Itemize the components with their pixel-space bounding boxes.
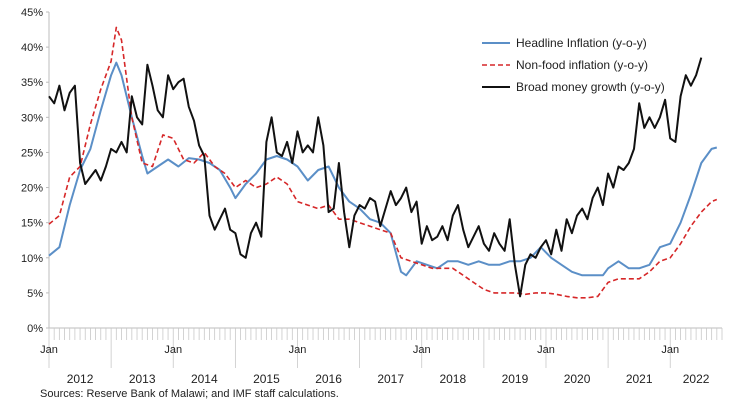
- broad-money-growth-line: [48, 57, 703, 298]
- y-tick-label: 5%: [27, 288, 43, 300]
- y-tick-label: 20%: [21, 183, 43, 195]
- y-tick-label: 25%: [21, 147, 43, 159]
- legend-label: Headline Inflation (y-o-y): [516, 36, 647, 50]
- y-tick-label: 40%: [21, 42, 43, 54]
- x-month-label: Jan: [40, 344, 58, 356]
- source-note: Sources: Reserve Bank of Malawi; and IMF…: [40, 388, 339, 400]
- y-tick-label: 35%: [21, 77, 43, 89]
- x-year-label: 2017: [377, 372, 404, 386]
- x-year-label: 2019: [502, 372, 529, 386]
- x-year-label: 2022: [683, 372, 710, 386]
- x-year-label: 2013: [129, 372, 156, 386]
- x-month-label: Jan: [661, 344, 679, 356]
- legend-broad-money-growth: Broad money growth (y-o-y): [482, 80, 665, 94]
- x-year-label: 2016: [315, 372, 342, 386]
- y-tick-label: 30%: [21, 112, 43, 124]
- y-tick-label: 10%: [21, 253, 43, 265]
- x-year-label: 2018: [439, 372, 466, 386]
- x-month-label: Jan: [413, 344, 431, 356]
- x-month-label: Jan: [164, 344, 182, 356]
- x-year-label: 2012: [67, 372, 94, 386]
- chart-axes: 0% 5% 10% 15% 20% 25% 30% 35% 40% 45% Jan 2012 2013 J…: [21, 7, 723, 386]
- non-food-inflation-line: [48, 26, 718, 299]
- headline-inflation-line: [48, 61, 718, 277]
- x-month-label: Jan: [537, 344, 555, 356]
- x-year-label: 2015: [253, 372, 280, 386]
- y-tick-label: 0%: [27, 323, 43, 335]
- legend-non-food-inflation: Non-food inflation (y-o-y): [482, 58, 648, 72]
- x-year-label: 2014: [191, 372, 218, 386]
- y-tick-label: 45%: [21, 7, 43, 19]
- chart-legend: Headline Inflation (y-o-y) Non-food infla…: [482, 36, 665, 94]
- x-year-label: 2021: [626, 372, 653, 386]
- x-month-label: Jan: [289, 344, 307, 356]
- legend-label: Broad money growth (y-o-y): [516, 80, 665, 94]
- legend-label: Non-food inflation (y-o-y): [516, 58, 648, 72]
- x-year-label: 2020: [564, 372, 591, 386]
- y-tick-label: 15%: [21, 218, 43, 230]
- chart-series: [48, 26, 718, 299]
- legend-headline-inflation: Headline Inflation (y-o-y): [482, 36, 647, 50]
